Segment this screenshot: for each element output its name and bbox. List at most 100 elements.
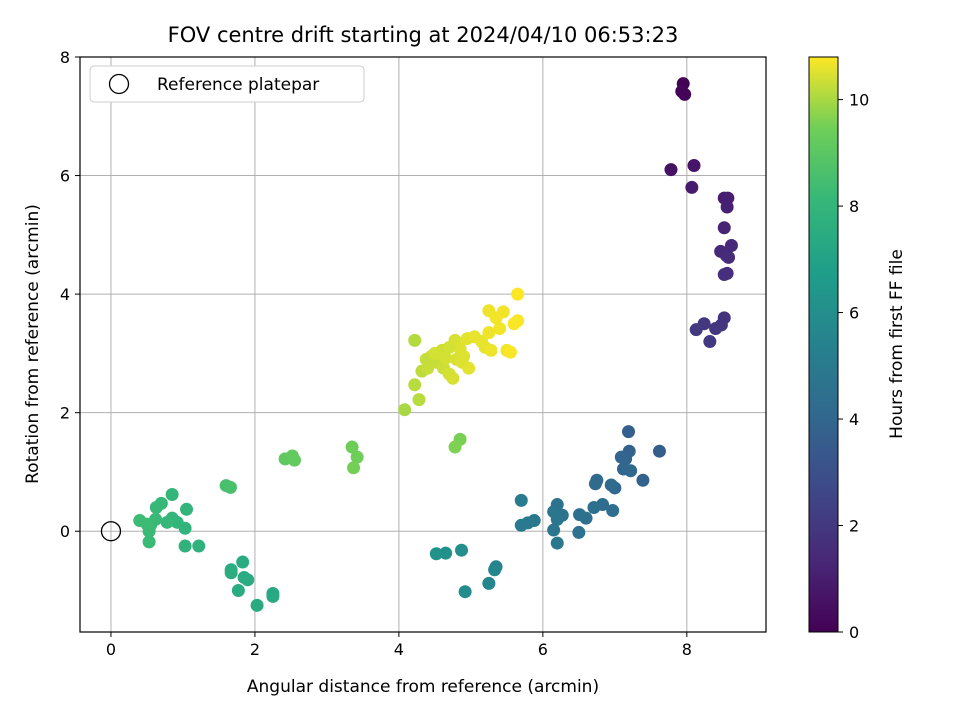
data-point [590,473,604,487]
data-point [350,450,364,464]
data-point [511,314,525,328]
legend-box [89,65,365,103]
x-tick-label: 2 [250,640,260,659]
data-point [223,480,237,494]
data-point [439,351,453,365]
data-point [482,576,496,590]
y-tick-label: 4 [60,285,70,304]
data-point [266,589,280,603]
data-point [429,547,443,561]
data-point [720,200,734,214]
data-point [439,546,453,560]
data-point [180,502,194,516]
data-point [455,543,469,557]
data-point [484,343,498,357]
data-point [192,539,206,553]
data-point [614,450,628,464]
y-axis-ticks: 0 2 4 6 8 [60,48,80,541]
colorbar-ticks: 0 2 4 6 8 10 [838,91,869,642]
data-point [550,536,564,550]
data-point [408,333,422,347]
data-point [347,461,361,475]
data-point [514,493,528,507]
data-point [446,371,460,385]
data-point [448,440,462,454]
colorbar-tick-label: 0 [849,623,859,642]
data-point [178,539,192,553]
data-point [412,393,426,407]
x-tick-label: 4 [394,640,404,659]
data-point [398,403,412,417]
data-point [493,321,507,335]
data-point [428,346,442,360]
data-point [689,323,703,337]
data-point [236,555,250,569]
data-point [345,440,359,454]
data-point [224,563,238,577]
legend-label-reference-platepar: Reference platepar [157,75,319,95]
data-point [458,585,472,599]
data-point [237,570,251,584]
y-tick-label: 6 [60,167,70,186]
data-point [149,501,163,515]
data-point [687,158,701,172]
data-point [636,473,650,487]
data-point [587,501,601,515]
data-point [717,221,731,235]
data-point [142,535,156,549]
data-point [685,180,699,194]
data-point [709,321,723,335]
reference-platepar-marker [100,521,122,542]
data-point [573,508,587,522]
y-tick-label: 8 [60,48,70,67]
x-axis-label: Angular distance from reference (arcmin) [247,677,599,697]
data-point [678,87,692,101]
data-point [547,523,561,537]
data-point [496,305,510,319]
data-point [462,361,476,375]
x-axis-ticks: 0 2 4 6 8 [106,632,692,659]
data-point [442,340,456,354]
data-point [457,349,471,363]
data-point [703,335,717,349]
colorbar [808,56,839,633]
data-point [604,478,618,492]
colorbar-tick-label: 4 [849,410,859,429]
data-point [606,503,620,517]
y-axis-label: Rotation from reference (arcmin) [23,204,43,484]
data-point [421,361,435,375]
y-tick-label: 2 [60,404,70,423]
x-tick-label: 0 [106,640,116,659]
colorbar-tick-label: 8 [849,197,859,216]
data-point [231,584,245,598]
data-point [652,444,666,458]
data-point [514,518,528,532]
data-point [140,517,154,531]
data-point [511,287,525,301]
data-point [160,515,174,529]
colorbar-tick-label: 2 [849,517,859,536]
x-tick-label: 8 [682,640,692,659]
data-point [550,512,564,526]
legend-marker-open-circle [108,73,130,95]
data-point [572,525,586,539]
data-point [288,453,302,467]
legend: Reference platepar [89,65,365,103]
data-point [408,378,422,392]
data-point [664,163,678,177]
data-point [503,345,517,359]
chart-title: FOV centre drift starting at 2024/04/10 … [168,23,679,47]
y-tick-label: 0 [60,522,70,541]
plot-frame [79,56,767,633]
data-point [724,239,738,253]
x-tick-label: 6 [538,640,548,659]
data-point [165,487,179,501]
data-point [722,250,736,264]
data-point [250,598,264,612]
data-point [482,326,496,340]
colorbar-label: Hours from first FF file [887,249,907,439]
colorbar-tick-label: 10 [849,91,869,110]
data-point [622,425,636,439]
